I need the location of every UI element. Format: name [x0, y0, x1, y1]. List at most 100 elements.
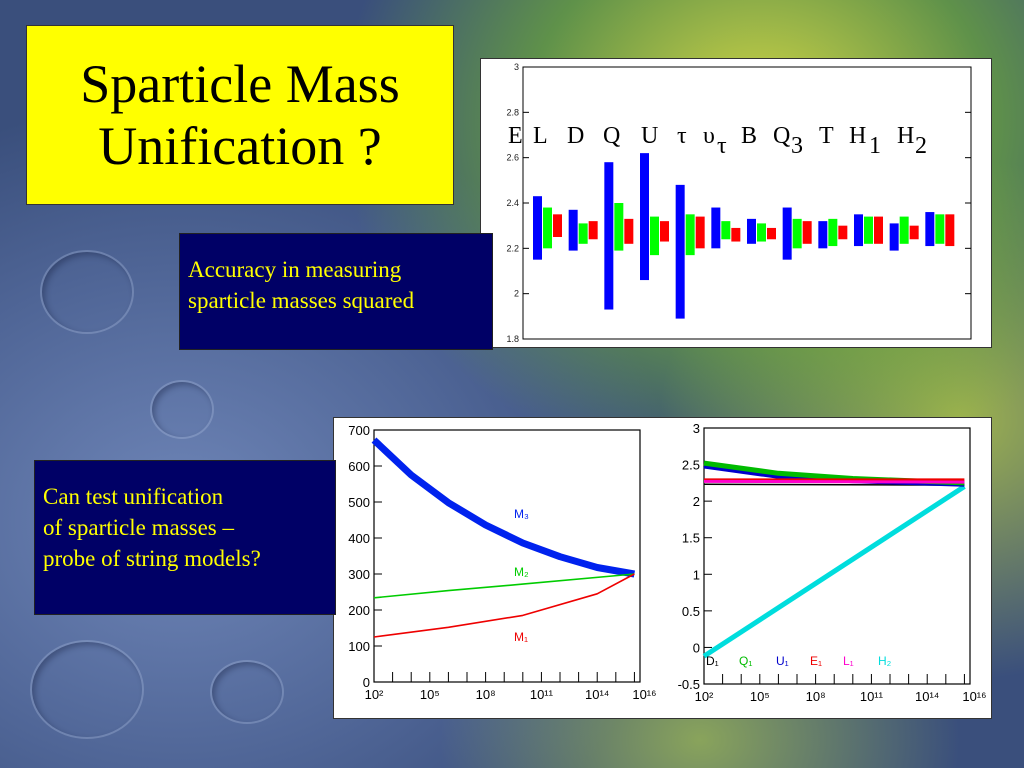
x-tick-label: 10¹⁴ — [915, 689, 939, 704]
title-line-1: Sparticle Mass — [80, 54, 400, 114]
y-tick-label: 1.8 — [506, 334, 519, 344]
series-line — [371, 437, 636, 578]
bar — [695, 216, 705, 249]
accuracy-text-box: Accuracy in measuring sparticle masses s… — [179, 233, 493, 350]
y-tick-label: 200 — [348, 603, 370, 618]
bar — [650, 216, 659, 256]
series-label: M₂ — [514, 565, 529, 579]
bar — [640, 153, 649, 281]
slide-title: Sparticle Mass Unification ? — [26, 25, 454, 205]
x-tick-label: 10⁵ — [750, 689, 770, 704]
x-tick-label: 10⁸ — [806, 689, 826, 704]
y-tick-label: 3 — [693, 421, 700, 436]
plot-frame — [522, 66, 972, 340]
y-tick-label: 400 — [348, 531, 370, 546]
header-label: L — [533, 123, 548, 149]
accuracy-text-line-2: sparticle masses squared — [188, 288, 415, 313]
bar — [685, 214, 695, 256]
header-label: 3 — [791, 133, 803, 159]
bar — [802, 221, 812, 244]
x-tick-label: 10¹⁶ — [962, 689, 986, 704]
y-tick-label: 1 — [693, 567, 700, 582]
header-label: 1 — [869, 133, 881, 159]
bar — [864, 216, 873, 244]
x-tick-label: 10⁸ — [476, 687, 496, 702]
bar — [533, 196, 542, 260]
header-label: T — [819, 123, 834, 149]
bar — [767, 227, 776, 240]
bar — [711, 207, 721, 249]
background-crater — [150, 380, 214, 439]
header-label: 2 — [915, 133, 927, 159]
y-tick-label: 0 — [693, 640, 700, 655]
bar — [828, 218, 838, 247]
bar — [568, 209, 578, 251]
y-tick-label: 2.4 — [506, 198, 519, 208]
series-line — [373, 573, 635, 599]
bar — [604, 162, 614, 310]
series-line — [373, 573, 635, 638]
legend-label: U₁ — [776, 654, 789, 668]
x-tick-label: 10² — [695, 689, 714, 704]
header-label: τ — [677, 123, 687, 149]
bar — [721, 221, 731, 240]
unification-text-line-1: Can test unification — [43, 484, 224, 509]
y-tick-label: 2 — [514, 289, 519, 299]
legend-label: L₁ — [843, 654, 854, 668]
bar — [543, 207, 552, 249]
header-label: Q — [773, 123, 790, 149]
header-label: H — [897, 123, 914, 149]
bar — [854, 214, 863, 247]
bar — [624, 218, 634, 244]
accuracy-text-line-1: Accuracy in measuring — [188, 257, 402, 282]
bar — [838, 225, 848, 240]
header-label: H — [849, 123, 866, 149]
bar — [899, 216, 909, 244]
y-tick-label: 0 — [363, 675, 370, 690]
series-label: M₁ — [514, 630, 528, 644]
legend-label: D₁ — [706, 654, 719, 668]
bar — [675, 184, 685, 319]
background-crater — [40, 250, 134, 334]
y-tick-label: 2.8 — [506, 107, 519, 117]
x-tick-label: 10¹¹ — [530, 687, 554, 702]
header-label: υ — [703, 123, 715, 149]
x-tick-label: 10¹⁴ — [585, 687, 609, 702]
bar — [614, 203, 624, 251]
unification-text-line-2: of sparticle masses – — [43, 515, 234, 540]
x-tick-label: 10² — [365, 687, 384, 702]
bar — [909, 225, 919, 240]
plot-frame — [373, 429, 641, 683]
x-tick-label: 10¹¹ — [860, 689, 884, 704]
bar — [874, 216, 883, 244]
header-label: Q — [603, 123, 620, 149]
bar — [588, 221, 598, 240]
series-label: M₃ — [514, 507, 529, 521]
bar — [660, 221, 669, 242]
gaugino-mass-chart: 0 100 200 300 400 500 600 700 10² 10⁵ 10⁸ 10¹¹ 10¹⁴ 1… — [348, 423, 656, 702]
legend-label: E₁ — [810, 654, 822, 668]
background-crater — [30, 640, 144, 739]
y-tick-label: 2 — [693, 494, 700, 509]
x-tick-label: 10¹⁶ — [632, 687, 656, 702]
bar — [747, 218, 756, 244]
series-line — [703, 479, 965, 484]
unification-text-line-3: probe of string models? — [43, 546, 261, 571]
bar — [553, 214, 562, 237]
bar — [945, 214, 955, 247]
y-tick-label: 600 — [348, 459, 370, 474]
y-tick-label: 2.5 — [682, 458, 700, 473]
bar — [578, 223, 588, 244]
plot-frame — [703, 427, 971, 685]
legend-label: Q₁ — [739, 654, 752, 668]
bar — [782, 207, 792, 260]
bar — [757, 223, 766, 242]
bar — [731, 227, 741, 242]
bar — [925, 212, 935, 247]
bar — [818, 221, 828, 249]
header-label: D — [567, 123, 584, 149]
y-tick-label: 3 — [514, 62, 519, 72]
x-tick-label: 10⁵ — [420, 687, 440, 702]
